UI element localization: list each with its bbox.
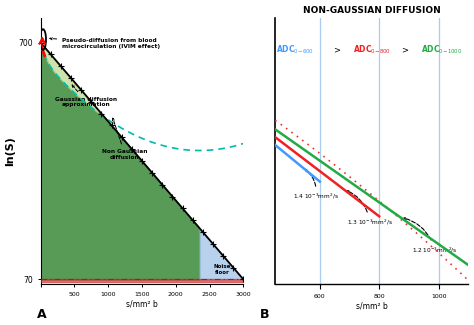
Text: Gaussian diffusion
approximation: Gaussian diffusion approximation (55, 85, 118, 108)
Text: Non Gaussian
diffusion: Non Gaussian diffusion (102, 118, 148, 160)
X-axis label: s/mm² b: s/mm² b (126, 299, 158, 308)
Text: A: A (36, 308, 46, 321)
X-axis label: s/mm² b: s/mm² b (356, 301, 388, 310)
Text: Pseudo-diffusion from blood
microcirculation (IVIM effect): Pseudo-diffusion from blood microcircula… (50, 37, 160, 49)
Text: Noise
floor: Noise floor (213, 264, 230, 275)
Text: 1.3 10$^{-3}$mm$^2$/s: 1.3 10$^{-3}$mm$^2$/s (346, 191, 392, 227)
Title: NON-GAUSSIAN DIFFUSION: NON-GAUSSIAN DIFFUSION (303, 6, 441, 15)
Text: >: > (334, 46, 341, 55)
Text: ADC$_{0\!-\!800}$: ADC$_{0\!-\!800}$ (353, 44, 391, 56)
Text: 1.2 10$^{-3}$mm$^2$/s: 1.2 10$^{-3}$mm$^2$/s (404, 217, 457, 254)
Text: ADC$_{0\!-\!1000}$: ADC$_{0\!-\!1000}$ (421, 44, 462, 56)
Text: 1.4 10$^{-3}$mm$^2$/s: 1.4 10$^{-3}$mm$^2$/s (293, 169, 339, 201)
Text: B: B (260, 308, 269, 321)
Text: >: > (401, 46, 408, 55)
Y-axis label: ln(S): ln(S) (6, 136, 16, 166)
Text: ADC$_{0\!-\!600}$: ADC$_{0\!-\!600}$ (275, 44, 314, 56)
